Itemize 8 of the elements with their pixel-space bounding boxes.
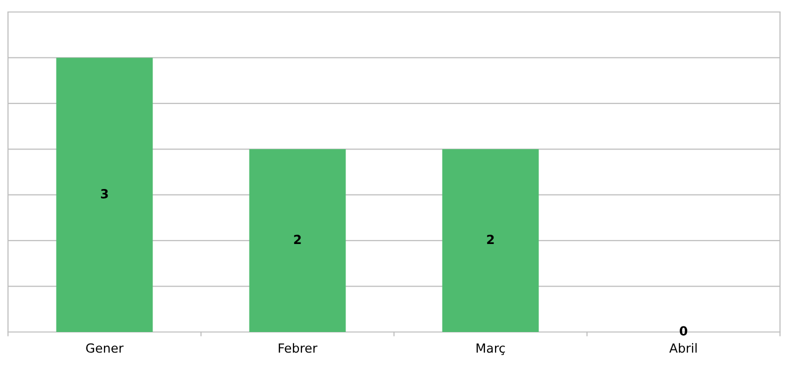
x-tick-label: Abril xyxy=(669,343,697,353)
x-tick-label: Gener xyxy=(86,343,124,353)
x-tick-label: Febrer xyxy=(278,343,318,353)
data-label: 2 xyxy=(294,234,301,244)
data-label: 3 xyxy=(100,189,108,198)
data-label: 0 xyxy=(680,326,688,336)
x-tick-label: Març xyxy=(476,343,505,356)
data-label: 2 xyxy=(487,234,494,244)
